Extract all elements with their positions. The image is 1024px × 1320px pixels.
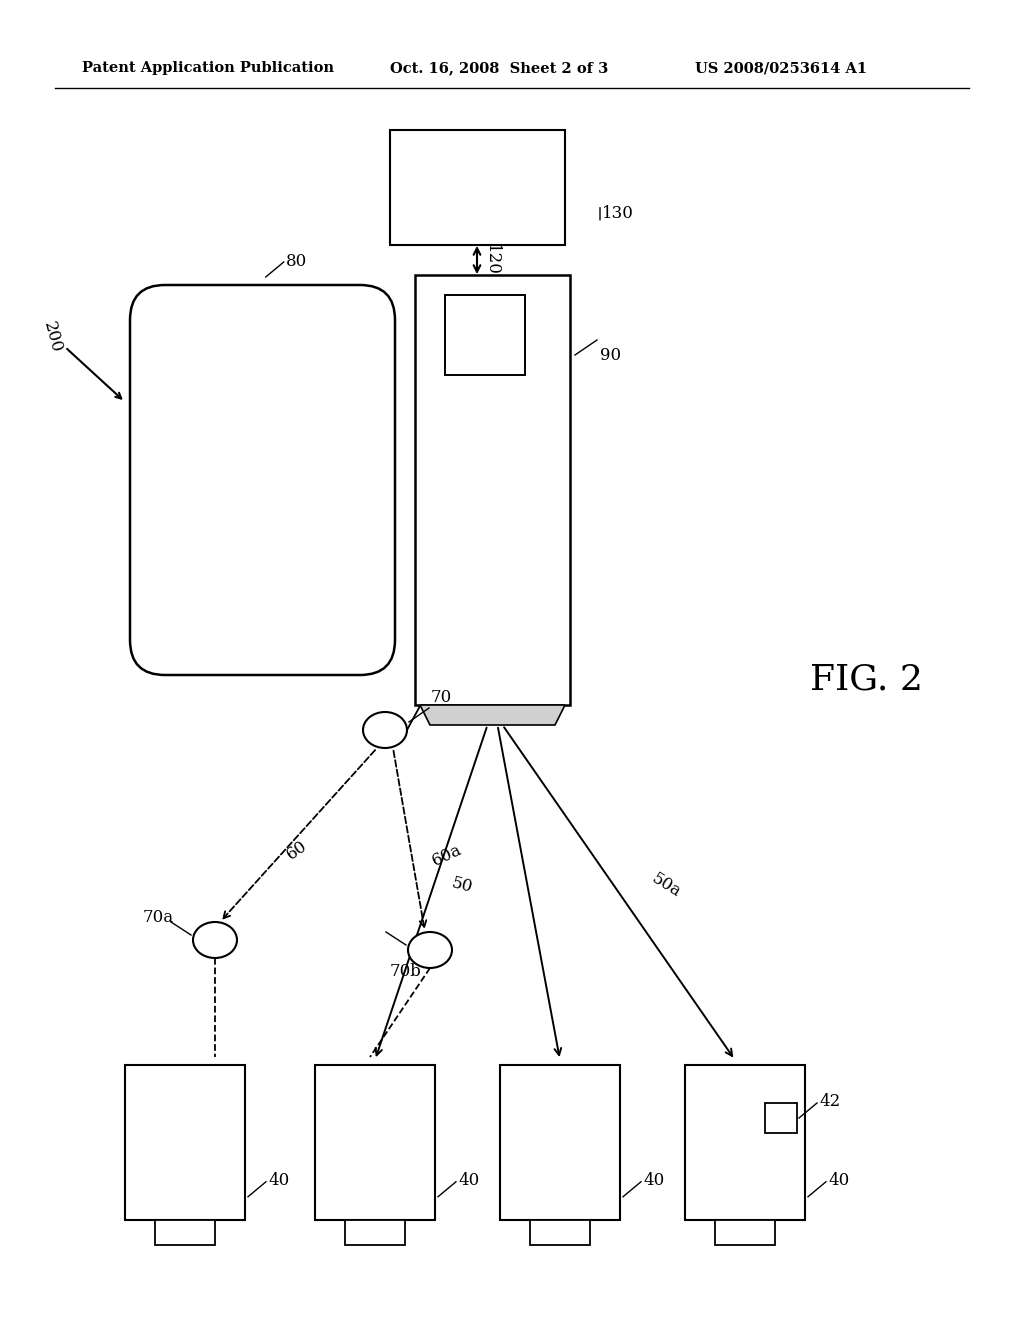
Text: US 2008/0253614 A1: US 2008/0253614 A1 [695,61,867,75]
Text: 42: 42 [819,1093,841,1110]
Text: 60: 60 [284,837,310,863]
Text: 40: 40 [643,1172,665,1189]
Bar [685,1065,805,1220]
Text: 200: 200 [40,319,65,355]
Text: 70b: 70b [390,964,422,981]
Text: 40: 40 [828,1172,849,1189]
Bar [125,1065,245,1220]
Bar [345,1220,406,1245]
Text: 130: 130 [602,205,634,222]
Text: 60a: 60a [429,841,464,870]
Text: 50a: 50a [649,870,684,900]
Text: Oct. 16, 2008  Sheet 2 of 3: Oct. 16, 2008 Sheet 2 of 3 [390,61,608,75]
Text: FIG. 2: FIG. 2 [810,663,923,697]
Text: 40: 40 [268,1172,289,1189]
Bar [390,129,565,246]
Polygon shape [420,705,565,725]
FancyBboxPatch shape [130,285,395,675]
Ellipse shape [193,921,237,958]
Ellipse shape [362,711,407,748]
Text: 90: 90 [600,346,622,363]
Bar [315,1065,435,1220]
Bar [155,1220,215,1245]
Bar [530,1220,590,1245]
Text: 50: 50 [450,874,474,896]
Text: 70a: 70a [143,909,174,927]
Ellipse shape [408,932,452,968]
Text: 80: 80 [286,253,307,271]
Text: Patent Application Publication: Patent Application Publication [82,61,334,75]
Bar [415,275,570,705]
Bar [715,1220,775,1245]
Text: 40: 40 [458,1172,479,1189]
Bar [500,1065,620,1220]
Bar [445,294,525,375]
Bar [765,1104,797,1133]
Text: 120: 120 [483,244,500,276]
Text: 70: 70 [431,689,453,706]
